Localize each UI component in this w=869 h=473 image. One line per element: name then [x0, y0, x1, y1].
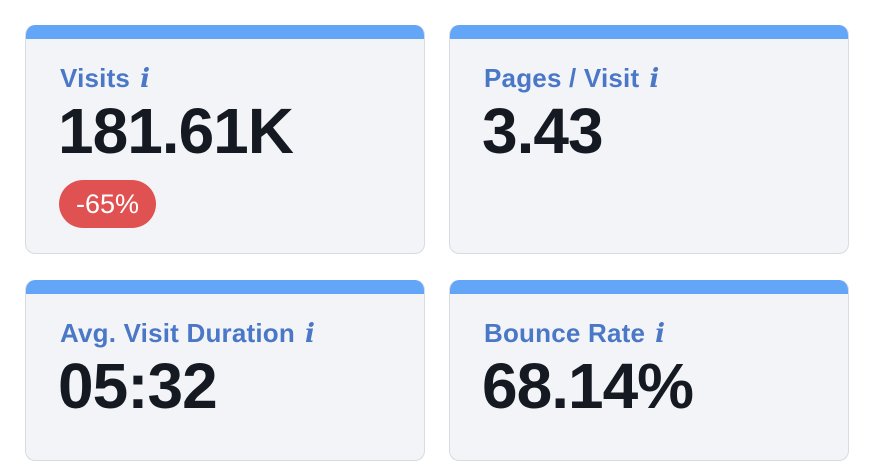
card-label: Avg. Visit Duration	[60, 318, 295, 348]
card-value: 05:32	[58, 350, 218, 422]
info-icon[interactable]: i	[649, 63, 660, 94]
card-value: 181.61K	[58, 95, 294, 167]
card-accent-bar	[450, 280, 848, 294]
stat-card-bounce-rate: Bounce Rate i 68.14%	[449, 280, 849, 461]
card-value: 68.14%	[482, 350, 694, 422]
info-icon[interactable]: i	[655, 318, 666, 349]
card-label-row: Pages / Visit i	[484, 63, 659, 94]
card-accent-bar	[26, 25, 424, 39]
stat-card-avg-visit-duration: Avg. Visit Duration i 05:32	[25, 280, 425, 461]
change-badge: -65%	[59, 180, 157, 228]
card-label-row: Bounce Rate i	[484, 318, 665, 349]
card-accent-bar	[450, 25, 848, 39]
card-label-row: Visits i	[60, 63, 150, 94]
card-value: 3.43	[482, 95, 604, 167]
stat-card-pages-per-visit: Pages / Visit i 3.43	[449, 25, 849, 254]
card-label: Visits	[60, 63, 131, 93]
card-label: Bounce Rate	[484, 318, 646, 348]
card-label: Pages / Visit	[484, 63, 640, 93]
stat-card-visits: Visits i 181.61K -65%	[25, 25, 425, 254]
card-label-row: Avg. Visit Duration i	[60, 318, 315, 349]
card-accent-bar	[26, 280, 424, 294]
info-icon[interactable]: i	[140, 63, 151, 94]
info-icon[interactable]: i	[304, 318, 316, 349]
